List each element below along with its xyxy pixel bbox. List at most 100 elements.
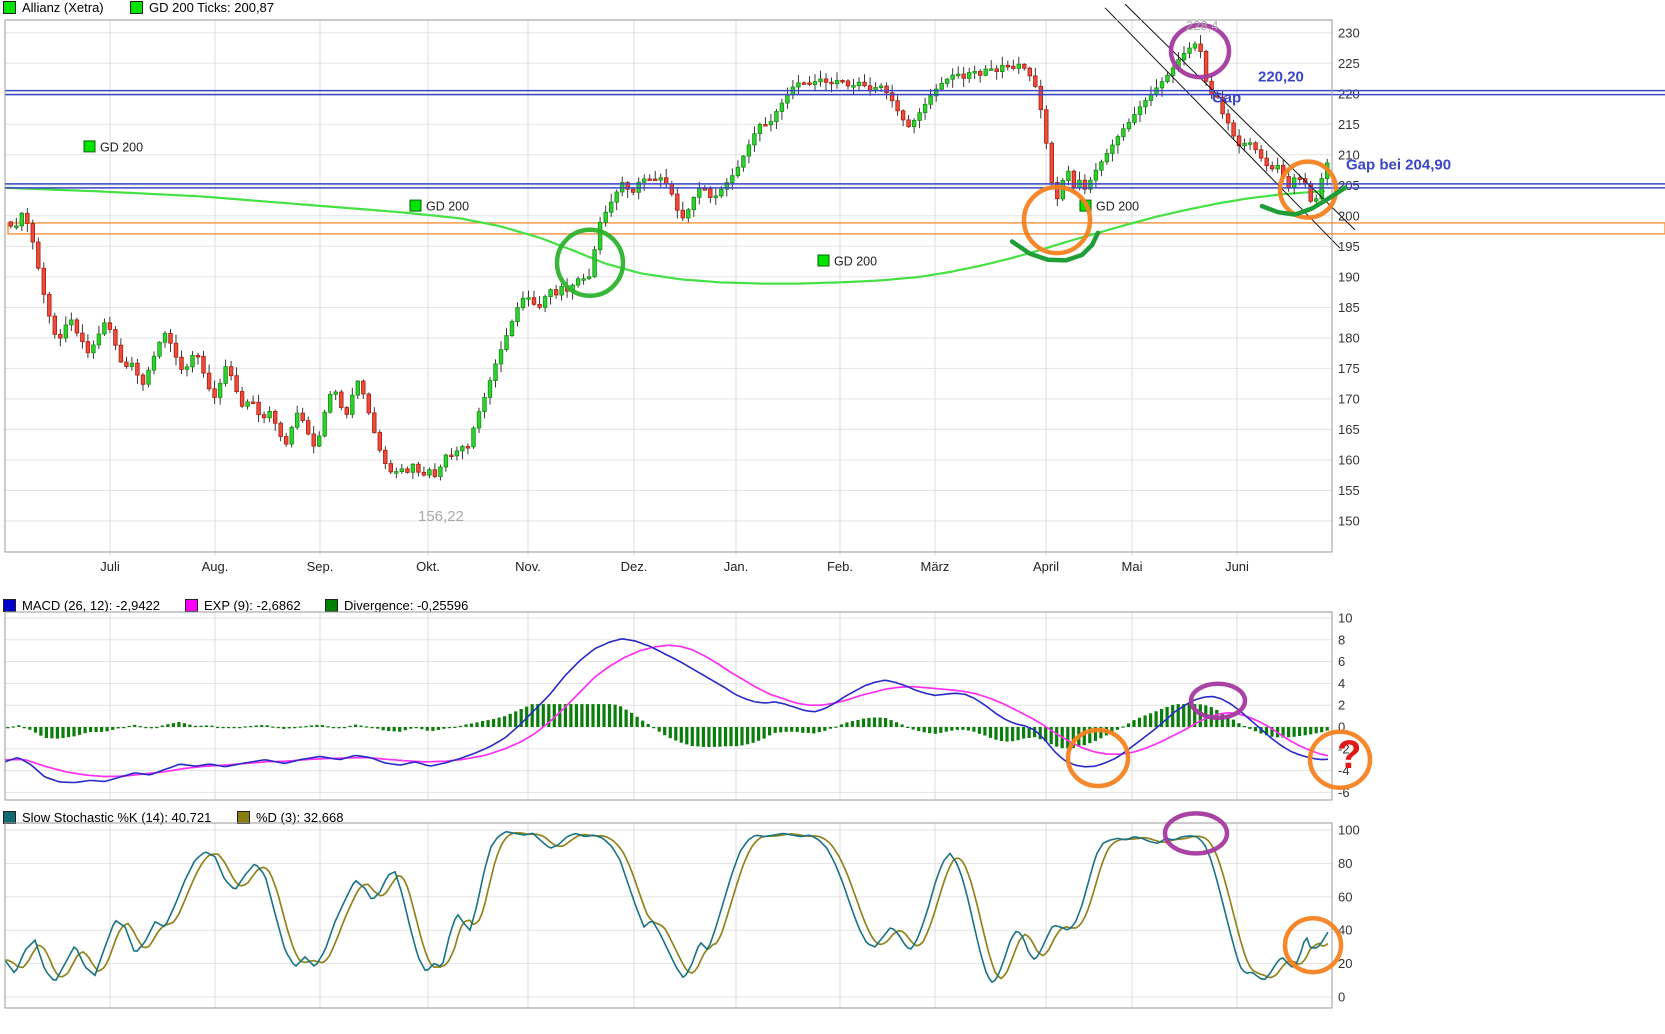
annotation-text: Gap — [1212, 89, 1241, 106]
svg-text:Dez.: Dez. — [621, 559, 648, 574]
svg-text:150: 150 — [1338, 513, 1360, 528]
svg-text:GD 200: GD 200 — [1096, 200, 1139, 214]
green-square-icon — [817, 254, 830, 267]
green-swoosh-annotation — [1259, 185, 1348, 217]
trendline — [1124, 3, 1356, 231]
svg-text:-2: -2 — [1338, 741, 1350, 756]
stoch-k-line — [5, 830, 1329, 984]
svg-text:190: 190 — [1338, 269, 1360, 284]
svg-text:200: 200 — [1338, 208, 1360, 223]
legend-label-gd200-ticks: GD 200 Ticks: 200,87 — [149, 0, 275, 15]
stoch-panel-border — [4, 822, 1333, 1009]
gd200-label: GD 200 — [409, 199, 469, 214]
exp-signal-line — [5, 644, 1329, 778]
macd-line — [5, 638, 1329, 784]
stoch-legend: Slow Stochastic %K (14): 40,721 %D (3): … — [0, 810, 600, 826]
legend-item-gd200-ticks: GD 200 Ticks: 200,87 — [130, 0, 274, 15]
macd-legend: MACD (26, 12): -2,9422 EXP (9): -2,6862 … — [0, 598, 600, 614]
green-circle-gd200-breakout — [554, 227, 626, 299]
legend-label-macd: MACD (26, 12): -2,9422 — [22, 598, 161, 613]
macd-panel-border — [4, 611, 1333, 801]
svg-text:4: 4 — [1338, 676, 1345, 691]
purple-circle-may-top — [1168, 22, 1232, 80]
svg-text:20: 20 — [1338, 956, 1352, 971]
svg-text:0: 0 — [1338, 720, 1345, 735]
svg-text:40: 40 — [1338, 923, 1352, 938]
svg-text:Aug.: Aug. — [202, 559, 229, 574]
svg-text:80: 80 — [1338, 856, 1352, 871]
price-y-axis-labels: 2302252202152102052001951901851801751701… — [1338, 25, 1360, 528]
legend-label-allianz: Allianz (Xetra) — [22, 0, 104, 15]
svg-text:215: 215 — [1338, 117, 1360, 132]
legend-label-stoch-d: %D (3): 32,668 — [256, 810, 344, 825]
stoch-gridlines — [5, 823, 1332, 1008]
gd200-label: GD 200 — [817, 254, 877, 269]
divergence-histogram — [6, 704, 1329, 749]
legend-label-stoch-k: Slow Stochastic %K (14): 40,721 — [22, 810, 212, 825]
svg-text:180: 180 — [1338, 330, 1360, 345]
svg-text:GD 200: GD 200 — [426, 200, 469, 214]
svg-text:Okt.: Okt. — [416, 559, 440, 574]
orange-circle-stoch-current — [1282, 915, 1344, 975]
svg-text:100: 100 — [1338, 823, 1360, 838]
annotation-text: 156,22 — [418, 508, 464, 525]
svg-text:175: 175 — [1338, 361, 1360, 376]
svg-text:6: 6 — [1338, 654, 1345, 669]
svg-text:8: 8 — [1338, 632, 1345, 647]
x-axis-month-labels: Juli Aug. Sep. Okt. Nov. Dez. Jan. Feb. März Apri… — [100, 559, 1249, 574]
svg-text:Mai: Mai — [1122, 559, 1143, 574]
orange-resistance-band — [7, 222, 1665, 235]
svg-text:April: April — [1033, 559, 1059, 574]
macd-panel: 10 8 6 4 2 0 -2 -4 -6? — [4, 611, 1373, 801]
price-panel-border — [4, 19, 1333, 553]
legend-item-stoch-k: Slow Stochastic %K (14): 40,721 — [3, 810, 211, 825]
svg-text:230: 230 — [1338, 25, 1360, 40]
orange-circle-macd-current — [1307, 729, 1373, 790]
stoch-panel: 100 80 60 40 20 0 — [4, 811, 1360, 1009]
svg-text:GD 200: GD 200 — [834, 255, 877, 269]
legend-label-divergence: Divergence: -0,25596 — [344, 598, 469, 613]
price-panel: 2302252202152102052001951901851801751701… — [4, 3, 1665, 574]
svg-text:-6: -6 — [1338, 785, 1350, 800]
svg-text:165: 165 — [1338, 422, 1360, 437]
green-square-icon — [409, 199, 422, 212]
annotation-text: ? — [1337, 733, 1361, 777]
green-swoosh-annotation — [1009, 230, 1101, 263]
macd-gridlines — [5, 612, 1332, 800]
annotation-text: 228,4 — [1186, 18, 1219, 33]
legend-item-allianz: Allianz (Xetra) — [3, 0, 104, 15]
svg-text:Juni: Juni — [1225, 559, 1249, 574]
svg-text:Sep.: Sep. — [307, 559, 334, 574]
svg-text:170: 170 — [1338, 391, 1360, 406]
legend-item-macd: MACD (26, 12): -2,9422 — [3, 598, 160, 613]
svg-text:GD 200: GD 200 — [100, 140, 143, 154]
annotation-text: 220,20 — [1258, 69, 1304, 86]
svg-text:Nov.: Nov. — [515, 559, 541, 574]
orange-circle-macd-trough — [1065, 727, 1131, 789]
svg-text:220: 220 — [1338, 86, 1360, 101]
svg-text:60: 60 — [1338, 889, 1352, 904]
stoch-d-line — [5, 831, 1329, 980]
annotation-text: Gap bei 204,90 — [1346, 157, 1451, 174]
svg-text:160: 160 — [1338, 452, 1360, 467]
macd-y-axis-labels: 10 8 6 4 2 0 -2 -4 -6 — [1338, 611, 1352, 800]
legend-item-divergence: Divergence: -0,25596 — [325, 598, 468, 613]
svg-text:2: 2 — [1338, 698, 1345, 713]
legend-label-exp: EXP (9): -2,6862 — [204, 598, 301, 613]
price-legend: Allianz (Xetra) GD 200 Ticks: 200,87 — [0, 0, 600, 16]
gd200-label: GD 200 — [83, 140, 143, 154]
green-square-icon — [3, 1, 16, 14]
purple-circle-macd-peak — [1188, 681, 1248, 721]
svg-text:0: 0 — [1338, 990, 1345, 1005]
orange-circle-june-low — [1277, 159, 1339, 220]
green-square-icon — [130, 1, 143, 14]
gd200-line — [5, 186, 1326, 285]
svg-text:210: 210 — [1338, 147, 1360, 162]
svg-text:Juli: Juli — [100, 559, 120, 574]
purple-circle-stoch-overbought — [1162, 811, 1230, 856]
price-gridlines — [5, 20, 1332, 556]
green-square-icon — [83, 140, 96, 153]
svg-text:195: 195 — [1338, 239, 1360, 254]
